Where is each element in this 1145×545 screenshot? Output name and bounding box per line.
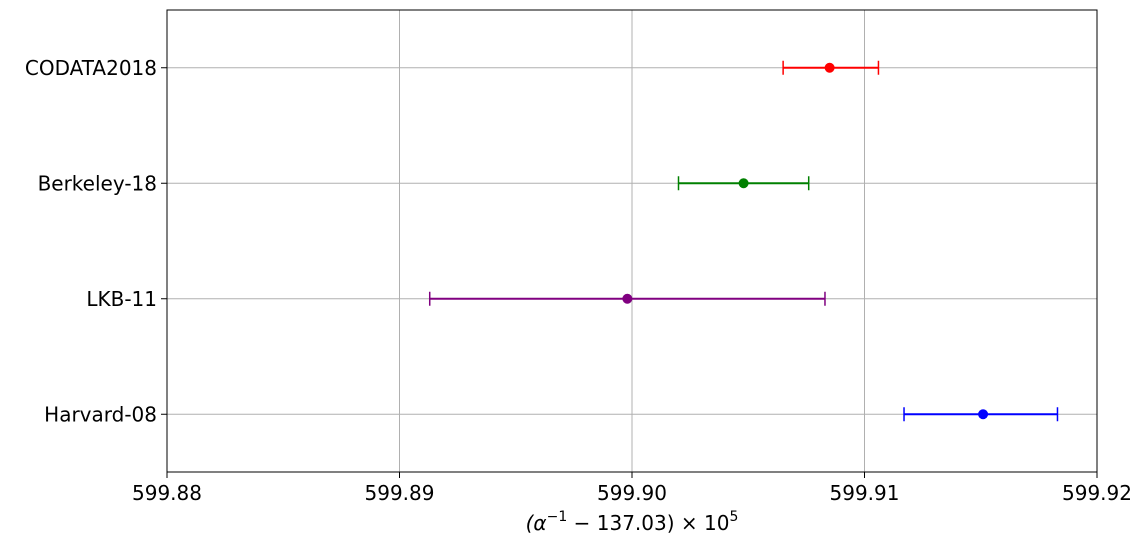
data-point	[978, 409, 989, 420]
x-axis-label-middle: − 137.03) × 10	[567, 511, 729, 535]
x-axis-label: (α−1 − 137.03) × 105	[526, 509, 739, 535]
x-tick-label: 599.92	[1062, 481, 1132, 505]
data-point	[738, 178, 749, 189]
y-tick-label: CODATA2018	[25, 56, 157, 80]
errorbar-group	[677, 176, 810, 191]
grid	[166, 10, 1098, 472]
y-axis-ticks: Harvard-08 LKB-11 Berkeley-18 CODATA2018	[25, 56, 167, 426]
errorbar-group	[903, 407, 1059, 422]
y-tick-label: Harvard-08	[44, 402, 157, 426]
x-axis-ticks: 599.88 599.89 599.90 599.91 599.92	[132, 472, 1132, 505]
data-series	[428, 60, 1059, 422]
errorbar-group	[428, 291, 826, 306]
x-axis-label-sup1: −1	[547, 509, 568, 525]
x-tick-label: 599.88	[132, 481, 202, 505]
x-axis-label-prefix: (α	[526, 511, 547, 535]
x-tick-label: 599.89	[365, 481, 435, 505]
x-tick-label: 599.91	[830, 481, 900, 505]
data-point	[622, 293, 633, 304]
y-tick-label: LKB-11	[86, 287, 157, 311]
y-tick-label: Berkeley-18	[38, 171, 157, 195]
x-tick-label: 599.90	[597, 481, 667, 505]
x-axis-label-sup2: 5	[729, 509, 738, 525]
errorbar-group	[782, 60, 880, 75]
data-point	[824, 62, 835, 73]
